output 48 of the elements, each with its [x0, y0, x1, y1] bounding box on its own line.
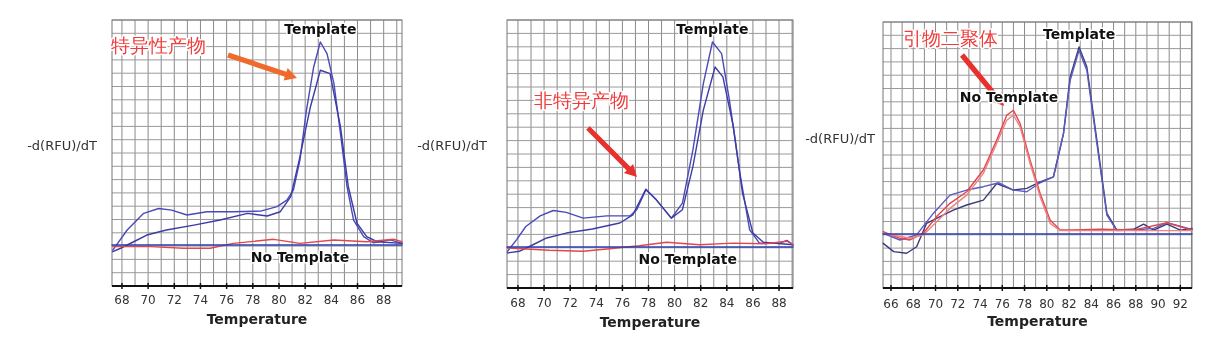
x-tick-label: 74: [588, 296, 604, 310]
y-axis-title: -d(RFU)/dT: [417, 138, 487, 153]
x-tick-label: 68: [905, 297, 921, 311]
x-tick-label: 86: [1105, 297, 1122, 311]
x-tick-label: 78: [245, 293, 261, 307]
x-tick-label: 66: [883, 297, 899, 311]
x-tick-label: 68: [114, 293, 130, 307]
x-tick-label: 72: [562, 296, 578, 310]
annotation: No Template: [250, 249, 350, 265]
x-tick-label: 74: [192, 293, 209, 307]
x-tick-label: 90: [1150, 297, 1166, 311]
x-tick-label: 82: [1061, 297, 1077, 311]
x-tick-label: 74: [972, 297, 988, 311]
annotation: Template: [1042, 26, 1116, 42]
x-tick-label: 70: [927, 297, 944, 311]
x-tick-label: 76: [614, 296, 631, 310]
y-axis-title: -d(RFU)/dT: [805, 131, 875, 146]
x-tick-label: 68: [510, 296, 526, 310]
x-tick-label: 82: [297, 293, 313, 307]
x-tick-label: 72: [166, 293, 182, 307]
x-axis-title: Temperature: [206, 311, 308, 327]
x-tick-label: 84: [323, 293, 339, 307]
x-tick-label: 72: [950, 297, 966, 311]
x-tick-label: 70: [536, 296, 552, 310]
x-tick-label: 86: [745, 296, 761, 310]
x-tick-label: 88: [376, 293, 392, 307]
x-tick-label: 78: [640, 296, 657, 310]
annotation: Template: [284, 21, 357, 37]
x-tick-label: 88: [1128, 297, 1144, 311]
x-axis-title: Temperature: [987, 313, 1088, 329]
x-tick-label: 80: [666, 296, 683, 310]
annotation: 非特异产物: [533, 89, 629, 111]
y-axis-title: -d(RFU)/dT: [27, 138, 97, 153]
x-tick-label: 80: [1039, 297, 1055, 311]
x-tick-label: 80: [271, 293, 287, 307]
annotation: No Template: [638, 251, 737, 267]
x-tick-label: 78: [1016, 297, 1033, 311]
x-tick-label: 84: [1083, 297, 1099, 311]
x-axis-title: Temperature: [599, 314, 701, 330]
x-tick-label: 82: [693, 296, 709, 310]
x-tick-label: 76: [219, 293, 235, 307]
x-tick-label: 86: [349, 293, 366, 307]
x-tick-label: 76: [994, 297, 1010, 311]
x-tick-label: 92: [1172, 297, 1188, 311]
annotation: Template: [676, 21, 749, 37]
x-tick-label: 70: [140, 293, 156, 307]
x-tick-label: 88: [771, 296, 787, 310]
x-tick-label: 84: [719, 296, 735, 310]
